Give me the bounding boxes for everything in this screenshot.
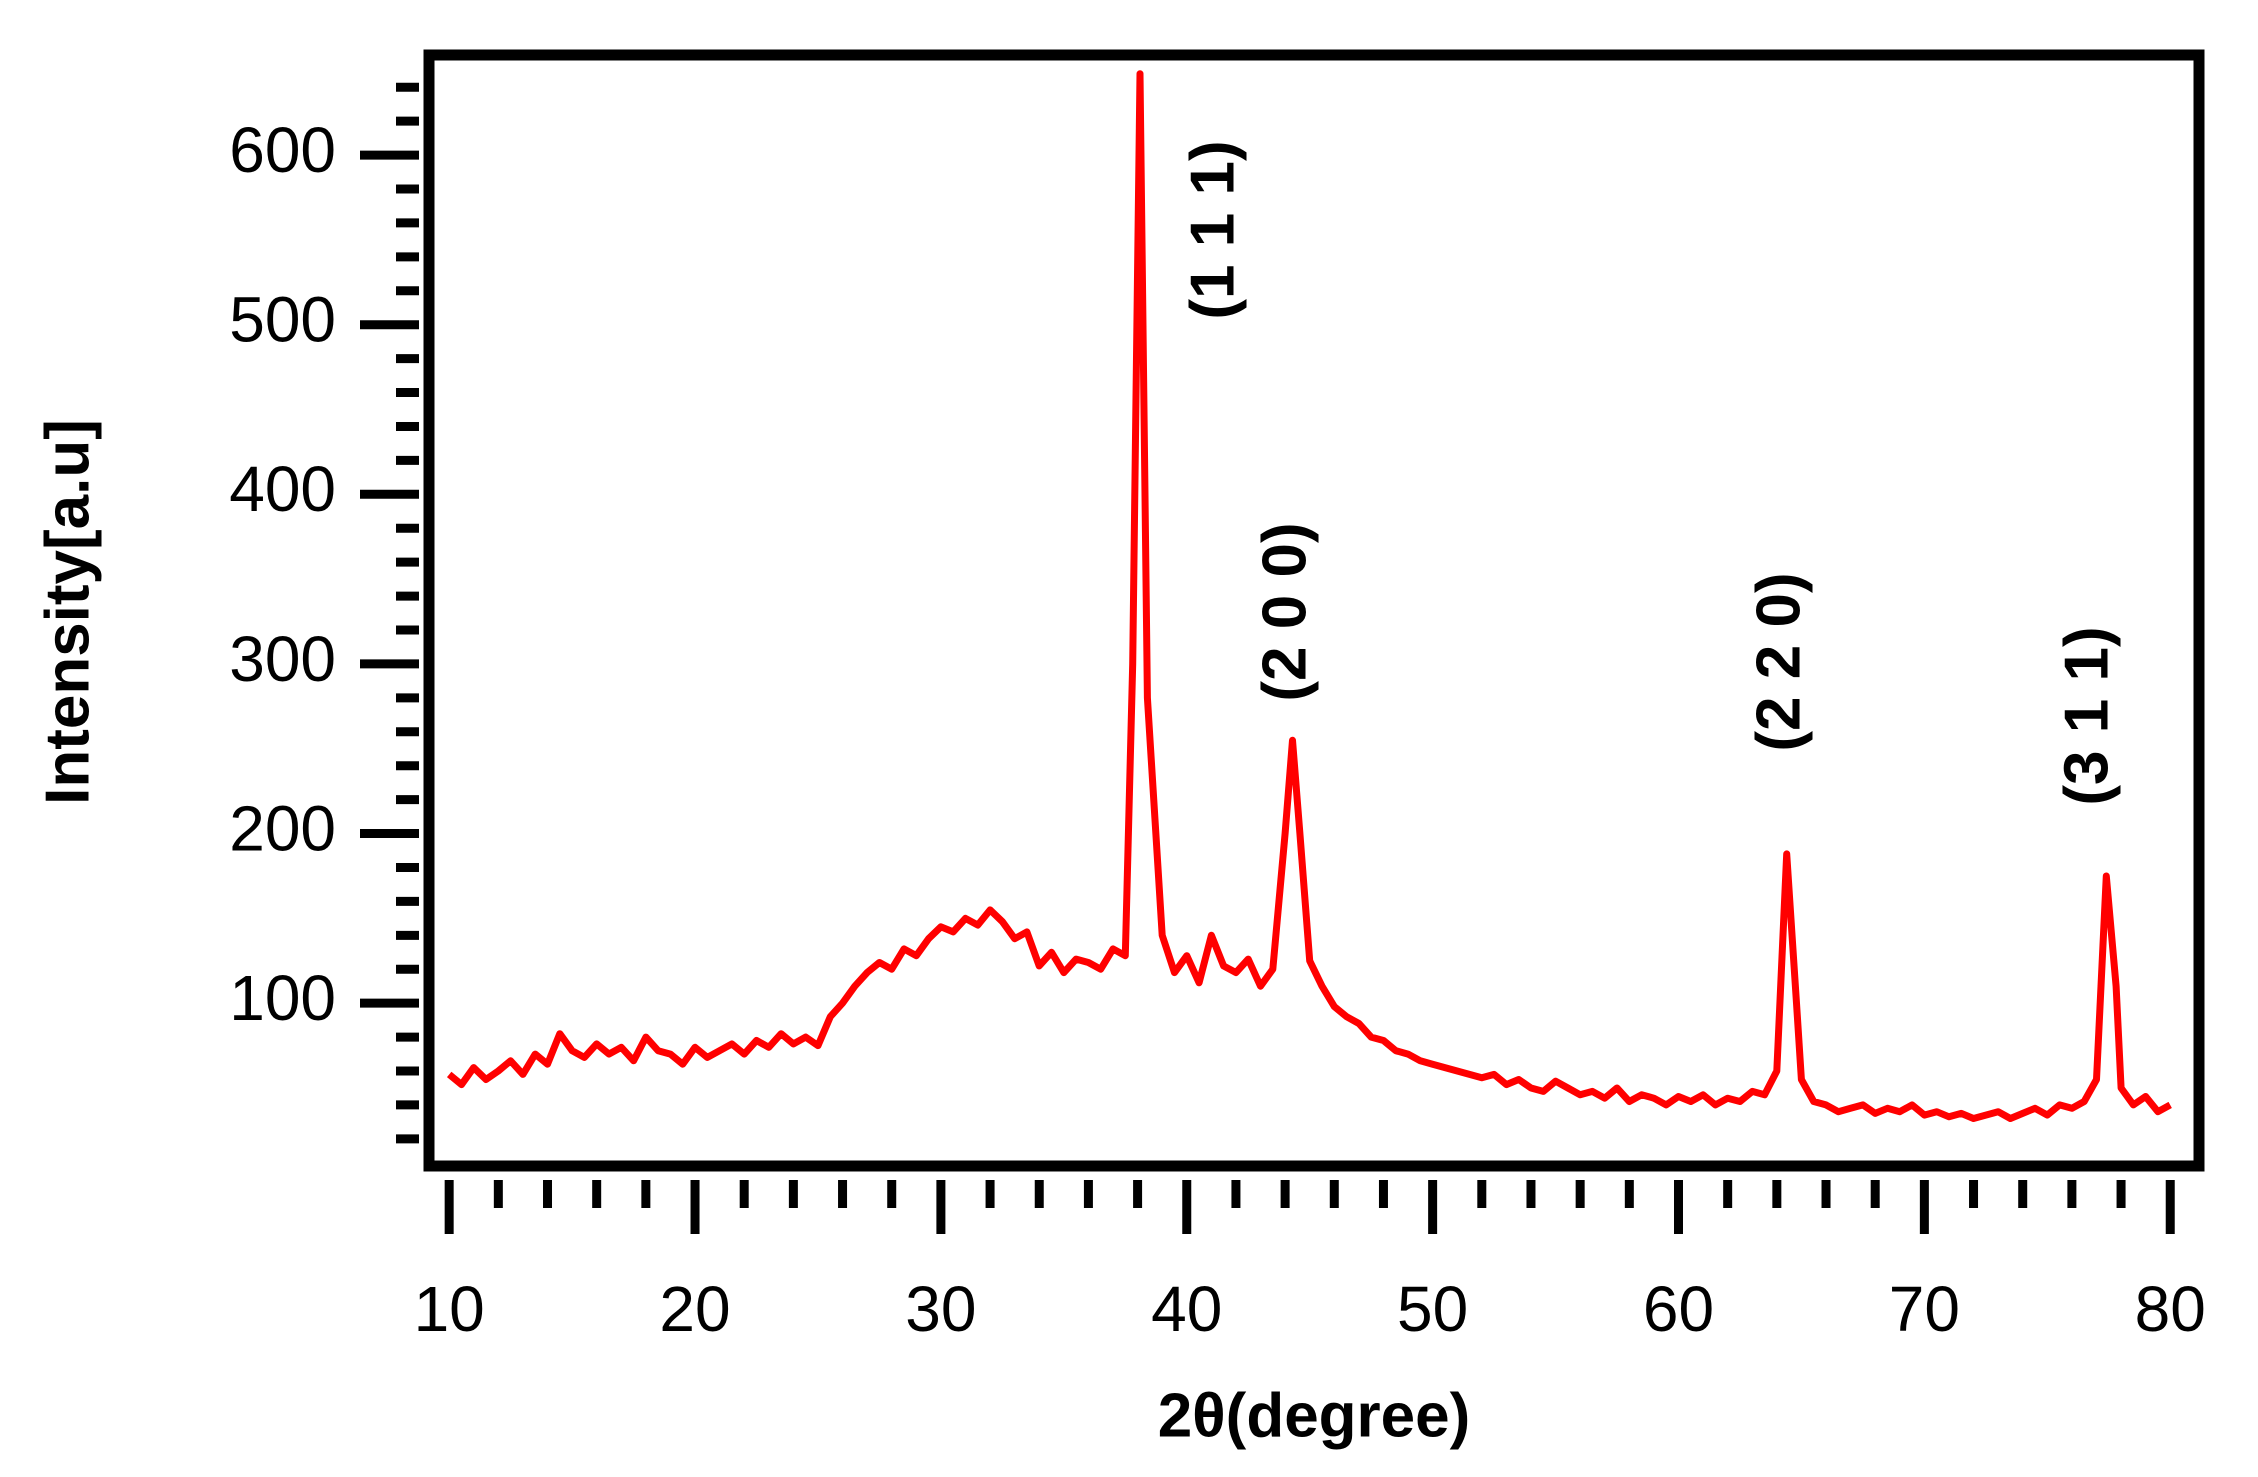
y-tick-label: 200 [229, 792, 336, 864]
peak-annotation: (3 1 1) [2052, 626, 2121, 805]
y-axis-title: Intensity[a.u] [33, 419, 102, 805]
x-tick-label: 40 [1151, 1273, 1222, 1345]
x-tick-label: 80 [2135, 1273, 2206, 1345]
x-tick-label: 60 [1643, 1273, 1714, 1345]
y-tick-label: 600 [229, 114, 336, 186]
x-tick-label: 30 [905, 1273, 976, 1345]
y-tick-label: 400 [229, 453, 336, 525]
peak-annotation: (1 1 1) [1178, 140, 1247, 319]
y-tick-label: 300 [229, 623, 336, 695]
data-line [446, 70, 2172, 1122]
x-tick-label: 20 [659, 1273, 730, 1345]
x-axis-title: 2θ(degree) [1158, 1381, 1471, 1450]
y-tick-label: 500 [229, 284, 336, 356]
plot-frame [423, 49, 2205, 1172]
x-tick-label: 50 [1397, 1273, 1468, 1345]
x-tick-label: 10 [414, 1273, 485, 1345]
peak-annotation: (2 2 0) [1744, 572, 1813, 751]
y-tick-label: 100 [229, 962, 336, 1034]
peak-annotation: (2 0 0) [1250, 522, 1319, 701]
x-tick-label: 70 [1889, 1273, 1960, 1345]
